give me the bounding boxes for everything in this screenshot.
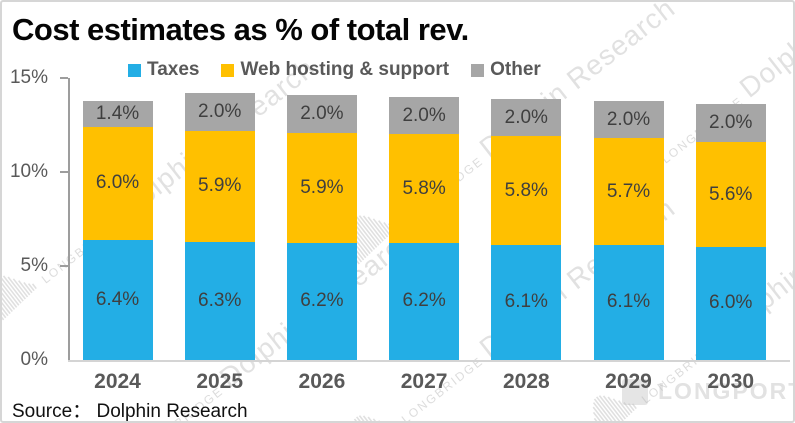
bar-segment-value-label: 5.7% — [606, 181, 651, 203]
y-axis-line — [68, 78, 70, 360]
bar-segment-value-label: 2.0% — [606, 108, 651, 130]
bar-segment-value-label: 1.4% — [95, 102, 140, 124]
legend-color-swatch — [221, 63, 235, 77]
bar-segment-value-label: 2.0% — [504, 106, 548, 128]
x-axis-category-label: 2030 — [707, 370, 755, 393]
bar-segment-web-hosting-support: 5.9% — [184, 130, 255, 242]
legend-item-label: Taxes — [147, 59, 200, 80]
bar-segment-web-hosting-support: 5.7% — [593, 138, 664, 246]
y-axis-tick — [60, 77, 68, 79]
bar-segment-value-label: 5.8% — [402, 178, 446, 200]
bar-segment-taxes: 6.2% — [286, 243, 357, 360]
longport-watermark: LONGPORT — [622, 378, 795, 405]
bar-segment-web-hosting-support: 6.0% — [82, 126, 153, 240]
legend-item-taxes: Taxes — [128, 59, 199, 81]
bar-segment-other: 1.4% — [82, 100, 153, 127]
bar-segment-taxes: 6.4% — [82, 239, 153, 360]
bar-segment-value-label: 5.6% — [709, 183, 753, 205]
x-axis-baseline — [68, 360, 790, 362]
bar-segment-value-label: 6.1% — [606, 291, 651, 313]
bar-segment-taxes: 6.1% — [491, 245, 562, 360]
x-axis-category-label: 2024 — [94, 370, 141, 393]
bar-segment-value-label: 2.0% — [709, 112, 753, 134]
bar-segment-value-label: 5.9% — [300, 176, 344, 198]
bar-segment-web-hosting-support: 5.8% — [389, 134, 460, 244]
x-axis-category-label: 2025 — [196, 370, 244, 393]
legend-item-label: Other — [490, 59, 541, 80]
bar-segment-value-label: 6.4% — [95, 288, 140, 310]
bar-segment-web-hosting-support: 5.6% — [695, 141, 766, 248]
legend-color-swatch — [128, 63, 141, 77]
bar-segment-value-label: 6.3% — [198, 289, 242, 311]
bar-segment-value-label: 2.0% — [198, 101, 242, 123]
bar-segment-value-label: 6.2% — [402, 290, 446, 312]
y-axis-tick-label: 0% — [20, 349, 48, 370]
y-axis-tick-label: 15% — [9, 67, 48, 88]
y-axis-tick-label: 5% — [20, 255, 48, 276]
bar-segment-other: 2.0% — [286, 94, 357, 133]
bar-segment-other: 2.0% — [184, 93, 255, 131]
source-note: Source： Dolphin Research — [12, 401, 248, 422]
legend: Taxes Web hosting & support Other — [128, 57, 541, 83]
longport-watermark-label: LONGPORT — [658, 378, 795, 404]
x-axis-category-label: 2029 — [605, 370, 652, 393]
bar-segment-other: 2.0% — [389, 96, 460, 135]
bar-segment-taxes: 6.2% — [389, 243, 460, 360]
bar-segment-value-label: 2.0% — [300, 102, 344, 124]
bar-segment-taxes: 6.0% — [695, 247, 766, 360]
x-axis-category-label: 2026 — [298, 370, 346, 393]
bar-segment-value-label: 5.9% — [198, 174, 242, 196]
bar-segment-value-label: 6.0% — [709, 292, 753, 314]
x-axis-category-label: 2028 — [502, 370, 550, 393]
legend-item-web-hosting-support: Web hosting & support — [221, 59, 449, 81]
bar-segment-value-label: 6.0% — [95, 171, 140, 193]
y-axis-tick — [60, 265, 68, 267]
bar-segment-value-label: 5.8% — [504, 180, 548, 202]
bar-segment-value-label: 6.2% — [300, 290, 344, 312]
legend-item-label: Web hosting & support — [240, 59, 450, 80]
y-axis-tick — [60, 171, 68, 173]
bar-segment-web-hosting-support: 5.9% — [286, 132, 357, 244]
bar-segment-other: 2.0% — [593, 100, 664, 139]
x-axis-category-label: 2027 — [400, 370, 448, 393]
bar-segment-other: 2.0% — [695, 104, 766, 142]
bar-segment-taxes: 6.3% — [184, 241, 255, 360]
bar-segment-web-hosting-support: 5.8% — [491, 136, 562, 246]
y-axis-tick-label: 10% — [9, 161, 48, 182]
chart-title: Cost estimates as % of total rev. — [12, 12, 469, 47]
legend-color-swatch — [471, 63, 485, 77]
legend-item-other: Other — [471, 59, 541, 81]
bar-segment-other: 2.0% — [491, 98, 562, 137]
longport-logo-icon — [622, 378, 648, 405]
bar-segment-value-label: 6.1% — [504, 291, 548, 313]
bar-segment-value-label: 2.0% — [402, 104, 446, 126]
bar-segment-taxes: 6.1% — [593, 245, 664, 360]
